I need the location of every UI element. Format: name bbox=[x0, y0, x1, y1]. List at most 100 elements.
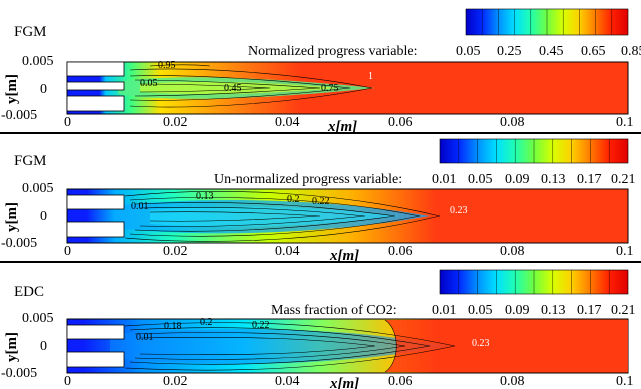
panel-3-x-axis: 0 0.02 0.04 0.06 0.08 0.1 x[m] bbox=[64, 374, 634, 389]
panel-3-y-axis: 0.005 0 -0.005 y[m] bbox=[1, 311, 54, 381]
contour-label: 0.01 bbox=[131, 201, 149, 212]
colorbar-tick: 0.21 bbox=[611, 303, 636, 318]
panel-1-plot-area: 0.95 0.05 0.45 0.75 1 bbox=[66, 60, 629, 115]
x-tick-label: 0.04 bbox=[275, 244, 300, 259]
colorbar-tick: 0.17 bbox=[577, 172, 602, 187]
colorbar-tick: 0.65 bbox=[581, 44, 606, 59]
panel-1-wall-top bbox=[66, 61, 125, 77]
contour-label: 0.23 bbox=[472, 338, 490, 349]
panel-1-colorbar-title: Normalized progress variable: bbox=[248, 44, 418, 59]
contour-label: 0.18 bbox=[164, 321, 182, 332]
panel-2-x-axis: 0 0.02 0.04 0.06 0.08 0.1 x[m] bbox=[64, 244, 634, 264]
x-tick-label: 0.06 bbox=[388, 115, 413, 130]
contour-label: 0.22 bbox=[312, 196, 330, 207]
colorbar-tick: 0.05 bbox=[468, 303, 493, 318]
contour-label: 0.2 bbox=[200, 317, 213, 328]
x-tick-label: 0.08 bbox=[500, 374, 525, 389]
panel-1-divider bbox=[0, 132, 641, 134]
x-axis-label: x[m] bbox=[329, 376, 359, 389]
panel-3-contours bbox=[124, 319, 456, 373]
x-tick-label: 0 bbox=[64, 374, 71, 389]
x-tick-label: 0.02 bbox=[163, 244, 188, 259]
panel-1-model-label: FGM bbox=[14, 24, 47, 40]
contour-label: 0.01 bbox=[136, 332, 154, 343]
y-tick-label: 0.005 bbox=[22, 181, 54, 196]
colorbar-tick: 0.25 bbox=[497, 44, 522, 59]
panel-3-colorbar-title: Mass fraction of CO2: bbox=[271, 303, 397, 318]
panel-3-colorbar-ticks: 0.01 0.05 0.09 0.13 0.17 0.21 bbox=[432, 303, 636, 318]
panel-1-x-axis: 0 0.02 0.04 0.06 0.08 0.1 x[m] bbox=[64, 115, 634, 135]
colorbar-tick: 0.45 bbox=[539, 44, 564, 59]
x-tick-label: 0.1 bbox=[616, 244, 634, 259]
contour-label: 0.22 bbox=[252, 320, 270, 331]
colorbar-3-segments bbox=[458, 270, 610, 294]
x-tick-label: 0.06 bbox=[388, 244, 413, 259]
panel-1-y-axis: 0.005 0 -0.005 y[m] bbox=[1, 54, 54, 123]
panel-3-flame-core bbox=[110, 329, 450, 364]
x-tick-label: 0 bbox=[64, 115, 71, 130]
colorbar-tick: 0.21 bbox=[611, 172, 636, 187]
contour-label: 0.2 bbox=[287, 194, 300, 205]
panel-3-hot-zone bbox=[385, 320, 628, 372]
contour-label: 0.75 bbox=[321, 83, 339, 94]
panel-3-plot-area: 0.01 0.18 0.2 0.22 0.23 bbox=[66, 317, 629, 374]
x-tick-label: 0.08 bbox=[500, 115, 525, 130]
colorbar-tick: 0.13 bbox=[541, 172, 566, 187]
panel-1-wall-center bbox=[66, 81, 125, 91]
y-tick-label: 0 bbox=[40, 209, 47, 224]
colorbar-tick: 0.05 bbox=[468, 172, 493, 187]
colorbar-tick: 0.17 bbox=[577, 303, 602, 318]
panel-2-burner-wall bbox=[66, 194, 125, 238]
contour-label: 0.23 bbox=[450, 205, 468, 216]
panel-1: FGM Normalized progress variable: 0.05 0… bbox=[0, 2, 641, 135]
panel-3-wall-top bbox=[66, 324, 125, 340]
y-tick-label: -0.005 bbox=[1, 236, 37, 251]
panel-1-burner-wall bbox=[66, 61, 125, 112]
panel-1-contour-labels: 0.95 0.05 0.45 0.75 1 bbox=[140, 60, 373, 94]
contour-label: 0.45 bbox=[224, 83, 242, 94]
contour-label: 0.13 bbox=[196, 191, 214, 202]
x-tick-label: 0.02 bbox=[163, 115, 188, 130]
colorbar-tick: 0.01 bbox=[432, 303, 457, 318]
x-tick-label: 0.04 bbox=[275, 374, 300, 389]
panel-1-colorbar-ticks: 0.05 0.25 0.45 0.65 0.85 bbox=[456, 44, 641, 59]
contour-label: 1 bbox=[368, 71, 373, 82]
panel-2-wall-top bbox=[66, 194, 125, 210]
x-axis-label: x[m] bbox=[329, 248, 359, 264]
y-tick-label: 0.005 bbox=[22, 54, 54, 69]
x-tick-label: 0.08 bbox=[500, 244, 525, 259]
y-tick-label: -0.005 bbox=[1, 366, 37, 381]
panel-2: FGM Un-normalized progress variable: 0.0… bbox=[0, 138, 641, 264]
contour-label: 0.95 bbox=[158, 60, 176, 71]
panel-3-burner-wall bbox=[66, 324, 125, 368]
colorbar-tick: 0.13 bbox=[541, 303, 566, 318]
x-tick-label: 0.1 bbox=[616, 115, 634, 130]
panel-2-colorbar-title: Un-normalized progress variable: bbox=[214, 172, 402, 187]
colorbar-tick: 0.09 bbox=[505, 303, 530, 318]
x-tick-label: 0 bbox=[64, 244, 71, 259]
colorbar-tick: 0.09 bbox=[505, 172, 530, 187]
panel-2-divider bbox=[0, 261, 641, 263]
panel-1-contours bbox=[129, 64, 373, 108]
panel-3: EDC Mass fraction of CO2: 0.01 0.05 0.09… bbox=[1, 269, 636, 389]
panel-2-contours bbox=[124, 191, 441, 242]
panel-2-model-label: FGM bbox=[14, 153, 47, 169]
y-axis-label: y[m] bbox=[4, 202, 20, 232]
y-axis-label: y[m] bbox=[4, 74, 20, 104]
panel-2-colorbar-ticks: 0.01 0.05 0.09 0.13 0.17 0.21 bbox=[432, 172, 636, 187]
y-tick-label: 0 bbox=[40, 82, 47, 97]
x-tick-label: 0.06 bbox=[388, 374, 413, 389]
colorbar-2-segments bbox=[458, 139, 610, 163]
panel-3-model-label: EDC bbox=[14, 284, 44, 300]
panel-1-wall-bottom bbox=[66, 95, 125, 112]
panel-2-y-axis: 0.005 0 -0.005 y[m] bbox=[1, 181, 54, 251]
contour-label: 0.05 bbox=[140, 78, 158, 89]
colorbar-1-segments bbox=[482, 9, 612, 35]
panel-2-plot-area: 0.01 0.13 0.2 0.22 0.23 bbox=[66, 188, 629, 244]
x-axis-label: x[m] bbox=[327, 119, 357, 135]
x-tick-label: 0.02 bbox=[163, 374, 188, 389]
y-tick-label: 0 bbox=[40, 339, 47, 354]
y-tick-label: 0.005 bbox=[22, 311, 54, 326]
panel-3-contour-labels: 0.01 0.18 0.2 0.22 0.23 bbox=[136, 317, 490, 349]
